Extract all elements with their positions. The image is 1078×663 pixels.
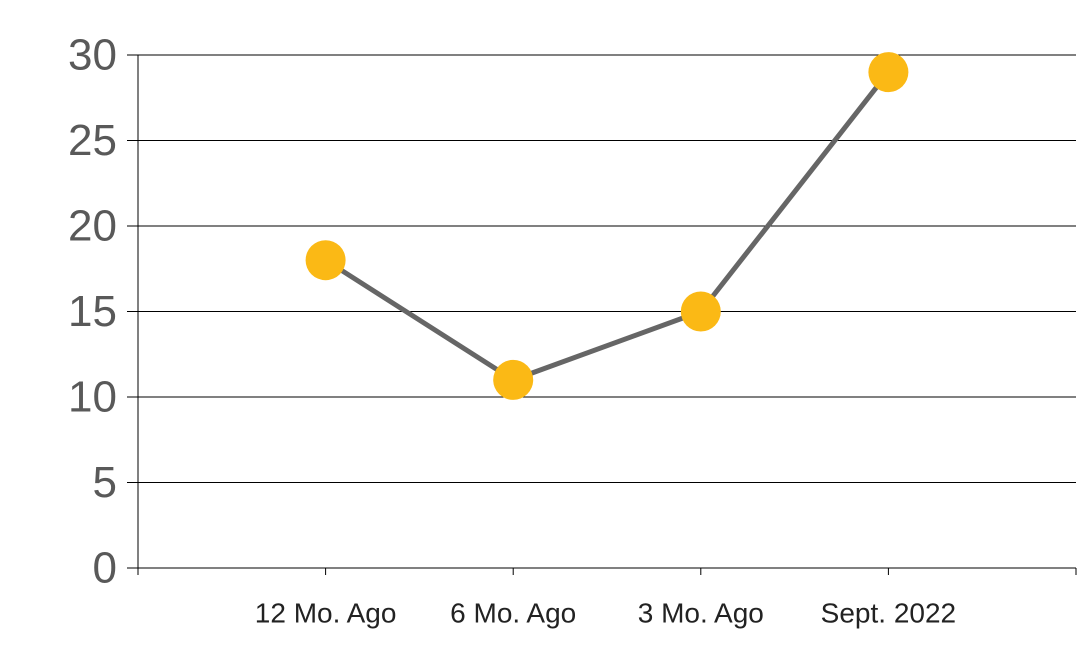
gridlines [127, 54, 1076, 483]
series-line [324, 70, 891, 383]
y-tick-label: 30 [68, 31, 117, 80]
x-tick-label: 6 Mo. Ago [450, 598, 576, 629]
data-point [680, 291, 721, 332]
y-axis-tick-labels: 0 5 10 15 20 25 30 [68, 31, 117, 593]
data-point [868, 52, 909, 93]
x-tick-label: 12 Mo. Ago [255, 598, 397, 629]
y-tick-label: 10 [68, 373, 117, 422]
y-tick-label: 5 [93, 458, 117, 507]
y-tick-label: 25 [68, 116, 117, 165]
y-tick-label: 20 [68, 202, 117, 251]
data-point [305, 240, 346, 281]
y-tick-label: 15 [68, 287, 117, 336]
y-tick-label: 0 [93, 544, 117, 593]
x-axis-tick-labels: 12 Mo. Ago 6 Mo. Ago 3 Mo. Ago Sept. 2022 [255, 598, 956, 629]
series [305, 52, 909, 400]
x-tick-label: 3 Mo. Ago [638, 598, 764, 629]
x-tick-label: Sept. 2022 [821, 598, 956, 629]
x-axis [127, 55, 1077, 575]
data-point [493, 359, 534, 400]
